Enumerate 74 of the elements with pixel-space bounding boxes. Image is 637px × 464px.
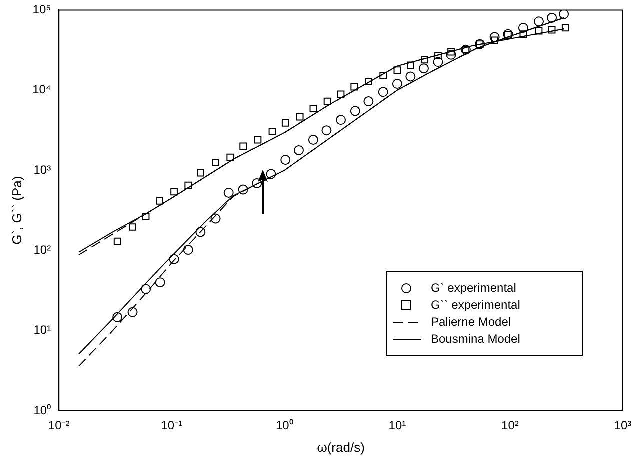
point xyxy=(170,188,178,196)
point xyxy=(156,197,164,205)
x-tick-label: 10⁻¹ xyxy=(161,418,183,433)
point xyxy=(196,169,204,177)
x-tick-label: 10³ xyxy=(614,418,632,433)
legend-label: G` experimental xyxy=(431,280,516,295)
point xyxy=(518,22,528,33)
point xyxy=(446,50,456,60)
point xyxy=(240,142,248,150)
point xyxy=(252,178,262,188)
point xyxy=(210,214,221,224)
x-tick-label: 10¹ xyxy=(388,418,406,433)
point xyxy=(254,136,262,144)
point xyxy=(392,79,402,90)
point xyxy=(322,126,332,136)
point xyxy=(196,227,206,238)
x-tick-label: 10² xyxy=(502,418,519,433)
point xyxy=(112,312,123,322)
point xyxy=(520,30,528,38)
point xyxy=(282,119,290,127)
point xyxy=(294,145,304,156)
point xyxy=(268,128,276,136)
legend-label: G`` experimental xyxy=(431,298,520,312)
point xyxy=(364,96,374,107)
y-axis-title: G`, G`` (Pa) xyxy=(9,176,24,245)
point xyxy=(184,182,192,190)
y-tick-label: 10¹ xyxy=(34,323,52,338)
point xyxy=(296,113,304,121)
point xyxy=(155,278,166,288)
point xyxy=(183,244,194,255)
point xyxy=(380,72,388,80)
point xyxy=(128,307,138,318)
point xyxy=(350,106,360,116)
point xyxy=(169,254,180,264)
point xyxy=(310,105,318,112)
point xyxy=(336,115,346,126)
y-tick-label: 10³ xyxy=(34,162,52,177)
point xyxy=(406,62,414,70)
point xyxy=(419,64,430,74)
point xyxy=(324,98,332,106)
point xyxy=(350,83,358,91)
y-tick-label: 10⁰ xyxy=(34,403,52,418)
x-tick-label: 10⁰ xyxy=(276,418,294,433)
point xyxy=(491,36,498,44)
point xyxy=(238,184,248,195)
point xyxy=(448,48,455,56)
point xyxy=(562,24,570,32)
point xyxy=(280,155,291,166)
y-tick-label: 10⁴ xyxy=(32,82,52,97)
point xyxy=(141,284,152,294)
x-tick-label: 10⁻² xyxy=(48,418,70,433)
point xyxy=(337,90,345,98)
point xyxy=(114,238,122,246)
point xyxy=(433,57,444,68)
point xyxy=(142,213,150,220)
point xyxy=(434,52,442,60)
point xyxy=(559,10,570,20)
point xyxy=(212,159,220,166)
point xyxy=(378,87,388,98)
point xyxy=(394,66,402,74)
point xyxy=(224,188,234,198)
point xyxy=(308,135,318,146)
x-axis-title: ω(rad/s) xyxy=(317,440,365,455)
point xyxy=(266,169,276,180)
point xyxy=(129,224,136,231)
y-tick-label: 10² xyxy=(34,242,52,257)
legend-label: Bousmina Model xyxy=(431,332,520,346)
point xyxy=(365,78,372,86)
point xyxy=(421,56,429,64)
legend-label: Palierne Model xyxy=(431,314,512,329)
y-tick-label: 10⁵ xyxy=(32,2,52,17)
point xyxy=(406,72,416,82)
point xyxy=(226,154,234,162)
point xyxy=(490,32,500,42)
